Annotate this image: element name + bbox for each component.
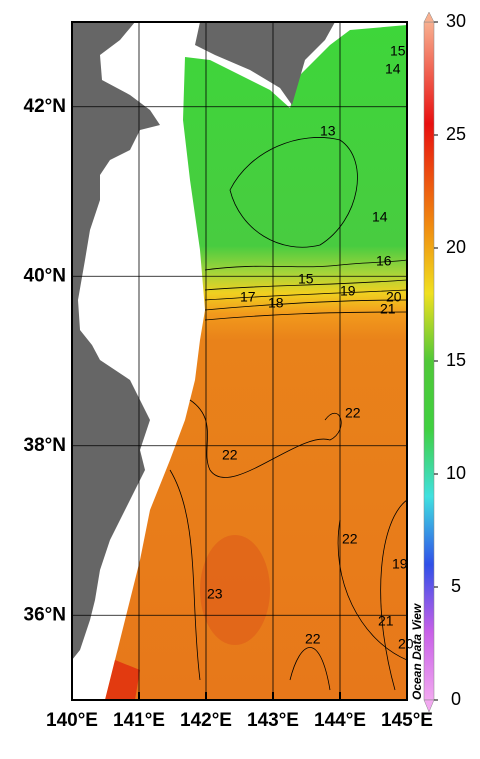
colorbar-label: 30 xyxy=(446,11,466,31)
warm-corner xyxy=(105,660,140,700)
colorbar-cap xyxy=(423,699,435,713)
x-tick-label: 145°E xyxy=(381,710,433,731)
contour-label: 21 xyxy=(380,301,396,317)
land xyxy=(195,22,335,105)
x-tick-label: 144°E xyxy=(314,710,366,731)
data-field xyxy=(105,25,407,700)
colorbar-label: 20 xyxy=(446,237,466,257)
contour-label: 22 xyxy=(342,531,358,547)
colorbar-label: 25 xyxy=(446,124,466,144)
contours xyxy=(169,137,407,691)
y-tick-label: 42°N xyxy=(24,96,66,117)
x-tick-label: 143°E xyxy=(247,710,299,731)
contour-label: 21 xyxy=(378,613,394,629)
colorbar-label: 10 xyxy=(446,463,466,483)
contour-labels: 15 14 13 14 16 15 17 18 19 20 21 22 22 2… xyxy=(207,43,414,652)
contour-label: 14 xyxy=(372,209,388,225)
contour-label: 19 xyxy=(340,283,356,299)
x-tick-label: 142°E xyxy=(180,710,232,731)
contour-label: 20 xyxy=(398,636,414,652)
land xyxy=(72,22,160,660)
contour-label: 23 xyxy=(207,586,223,602)
contour-label: 13 xyxy=(320,123,336,139)
contour-label: 22 xyxy=(345,405,361,421)
contour-label: 18 xyxy=(268,295,284,311)
x-tick-label: 141°E xyxy=(113,710,165,731)
colorbar-label: 5 xyxy=(451,576,461,596)
colorbar-cap xyxy=(423,11,435,23)
x-tick-label: 140°E xyxy=(46,710,98,731)
colorbar-label: 0 xyxy=(451,689,461,709)
y-tick-label: 36°N xyxy=(24,604,66,625)
contour-label: 22 xyxy=(305,631,321,647)
map-area xyxy=(72,22,407,700)
contour-label: 17 xyxy=(240,289,256,305)
contour-label: 15 xyxy=(298,271,314,287)
frame xyxy=(71,21,408,701)
contour-label: 20 xyxy=(386,289,402,305)
warm-core xyxy=(200,535,270,645)
colorbar xyxy=(423,21,435,701)
contour-label: 19 xyxy=(392,556,408,572)
y-tick-label: 40°N xyxy=(24,265,66,286)
colorbar-label: 15 xyxy=(446,350,466,370)
watermark: Ocean Data View xyxy=(410,603,424,700)
contour-label: 14 xyxy=(385,61,401,77)
contour-label: 15 xyxy=(390,43,406,59)
contour-label: 22 xyxy=(222,447,238,463)
y-tick-label: 38°N xyxy=(24,435,66,456)
contour-label: 16 xyxy=(376,253,392,269)
